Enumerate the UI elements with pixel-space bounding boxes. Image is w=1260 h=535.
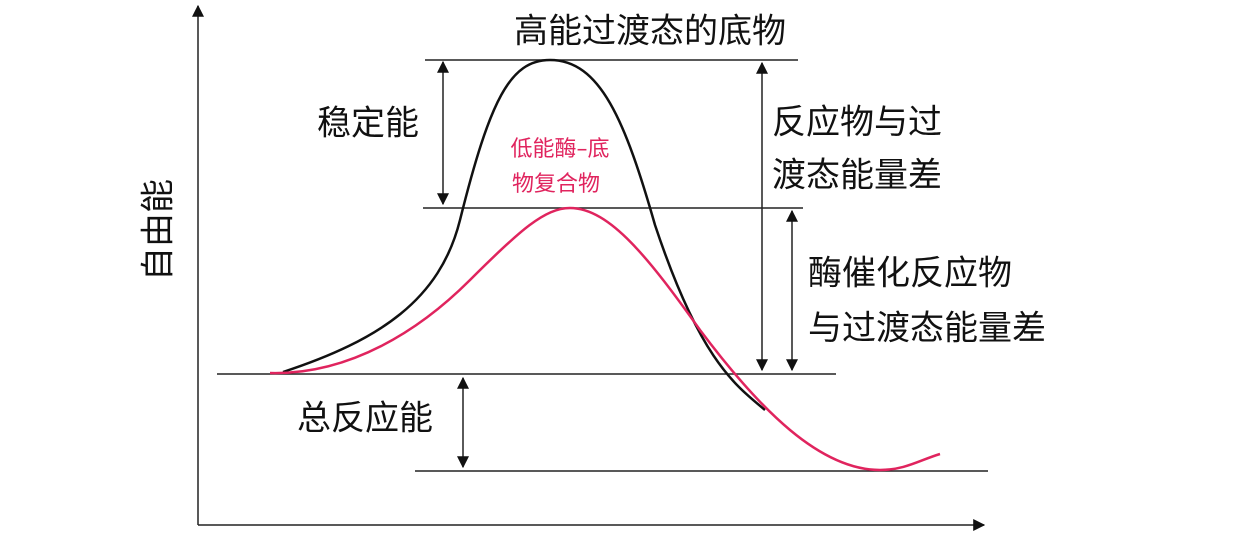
label: 总反应能 <box>297 399 433 439</box>
label: 与过渡态能量差 <box>808 309 1046 349</box>
label: 反应物与过 <box>772 103 942 143</box>
label: 稳定能 <box>317 104 419 144</box>
label: 物复合物 <box>512 172 600 197</box>
label: 高能过渡态的底物 <box>514 12 786 52</box>
label: 酶催化反应物 <box>808 254 1012 294</box>
label: 渡态能量差 <box>772 156 942 196</box>
y-axis-label: 自由能 <box>139 179 179 281</box>
catalyzed-curve <box>269 206 941 472</box>
label: 低能酶–底 <box>510 137 609 162</box>
